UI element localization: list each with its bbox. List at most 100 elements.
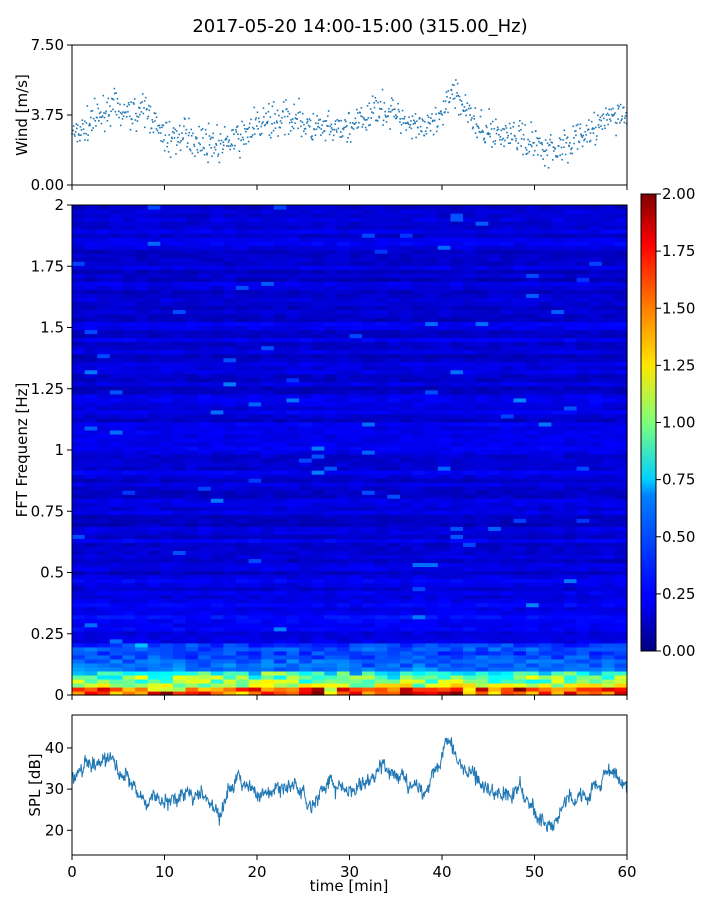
spectrogram-cell — [148, 330, 161, 335]
spectrogram-cell — [249, 482, 262, 487]
wind-point — [151, 119, 153, 121]
wind-point — [377, 102, 379, 104]
spectrogram-cell — [274, 398, 287, 403]
spectrogram-cell — [488, 575, 501, 580]
spectrogram-cell — [602, 526, 615, 531]
spectrogram-cell — [589, 418, 602, 423]
spectrogram-cell — [564, 414, 577, 419]
spectrogram-cell — [501, 643, 514, 648]
spectrogram-cell — [387, 651, 400, 656]
spectrogram-cell — [160, 546, 173, 551]
spectrogram-cell — [551, 454, 564, 459]
spectrogram-cell — [375, 570, 388, 575]
spectrogram-cell — [122, 366, 135, 371]
spectrogram-cell — [501, 510, 514, 515]
wind-point — [87, 139, 89, 141]
spectrogram-cell — [110, 390, 123, 395]
spectrogram-cell — [513, 370, 526, 375]
spectrogram-cell — [274, 386, 287, 391]
spectrogram-cell — [425, 366, 438, 371]
spectrogram-cell — [72, 554, 85, 559]
spectrogram-cell — [173, 474, 186, 479]
spectrogram-cell — [286, 591, 299, 596]
spectrogram-cell — [413, 494, 426, 499]
spectrogram-cell — [223, 655, 236, 660]
wind-point — [120, 125, 122, 127]
spectrogram-cell — [223, 526, 236, 531]
spectrogram-cell — [400, 683, 413, 688]
wind-point — [512, 139, 514, 141]
spectrogram-cell — [110, 587, 123, 592]
spectrogram-cell — [614, 338, 627, 343]
spectrogram-cell — [577, 538, 590, 543]
wind-point — [197, 152, 199, 154]
spectrogram-cell — [614, 518, 627, 523]
wind-point — [465, 115, 467, 117]
spectrogram-cell — [602, 675, 615, 680]
spectrogram-cell — [362, 378, 375, 383]
spectrogram-cell — [526, 663, 539, 668]
spectrogram-cell — [501, 595, 514, 600]
spectrogram-cell — [526, 330, 539, 335]
spectrogram-cell — [488, 611, 501, 616]
spectrogram-cell — [513, 334, 526, 339]
spectrogram-cell — [513, 570, 526, 575]
spectrogram-cell — [488, 562, 501, 567]
spectrogram-cell — [425, 510, 438, 515]
spectrogram-cell — [286, 619, 299, 624]
spectrogram-cell — [526, 346, 539, 351]
spectrogram-cell — [577, 426, 590, 431]
spectrogram-cell — [160, 635, 173, 640]
spectrogram-cell — [564, 338, 577, 343]
spectrogram-cell — [476, 643, 489, 648]
spectrogram-cell — [148, 546, 161, 551]
wind-point — [80, 126, 82, 128]
spectrogram-cell — [413, 414, 426, 419]
spectrogram-cell — [160, 643, 173, 648]
spectrogram-cell — [602, 599, 615, 604]
spectrogram-cell — [236, 631, 249, 636]
spectrogram-cell — [198, 619, 211, 624]
spectrogram-cell — [261, 438, 274, 443]
wind-point — [114, 88, 116, 90]
spectrogram-cell — [463, 402, 476, 407]
wind-point — [611, 114, 613, 116]
spectrogram-cell — [450, 342, 463, 347]
spectrogram-cell — [589, 346, 602, 351]
spectrogram-cell — [286, 506, 299, 511]
wind-point — [237, 133, 239, 135]
spectrogram-cell — [413, 655, 426, 660]
wind-point — [598, 127, 600, 129]
spectrogram-cell — [501, 462, 514, 467]
spectrogram-cell — [198, 542, 211, 547]
spectrogram-cell — [375, 422, 388, 427]
wind-point — [346, 125, 348, 127]
spectrogram-cell — [198, 603, 211, 608]
spectrogram-cell — [274, 583, 287, 588]
spectrogram-cell — [160, 687, 173, 692]
spectrogram-cell — [299, 663, 312, 668]
spectrogram-cell — [513, 386, 526, 391]
spectrogram-cell — [85, 378, 98, 383]
wind-point — [360, 115, 362, 117]
spectrogram-cell — [400, 587, 413, 592]
spectrogram-cell — [72, 494, 85, 499]
spectrogram-cell — [564, 558, 577, 563]
spectrogram-cell — [286, 362, 299, 367]
spectrogram-cell — [501, 550, 514, 555]
spectrogram-cell — [337, 522, 350, 527]
spectrogram-cell — [211, 607, 224, 612]
wind-point — [281, 122, 283, 124]
wind-point — [73, 125, 75, 127]
spectrogram-cell — [110, 321, 123, 326]
wind-point — [608, 109, 610, 111]
spectrogram-cell — [602, 398, 615, 403]
spectrogram-cell — [476, 502, 489, 507]
spectrogram-cell — [526, 530, 539, 535]
wind-point — [200, 150, 202, 152]
spectrogram-cell — [450, 358, 463, 363]
spectrogram-cell — [438, 534, 451, 539]
spectrogram-cell — [438, 450, 451, 455]
spectrogram-cell — [539, 647, 552, 652]
spectrogram-cell — [85, 406, 98, 411]
